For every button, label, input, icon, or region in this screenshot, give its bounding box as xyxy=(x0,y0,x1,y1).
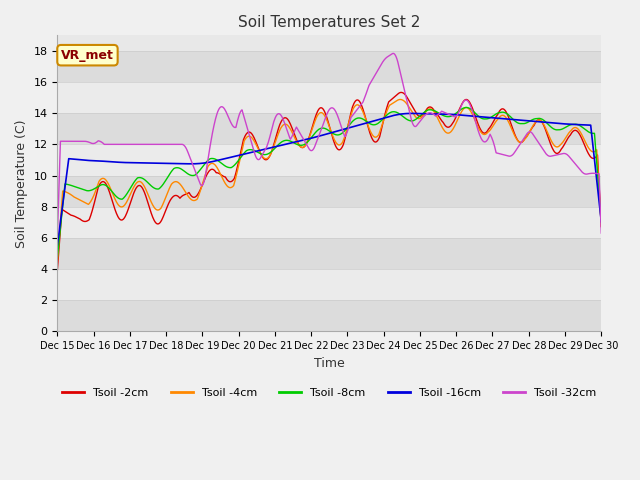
Bar xyxy=(58,176,601,207)
X-axis label: Time: Time xyxy=(314,357,345,370)
Bar xyxy=(58,238,601,269)
Title: Soil Temperatures Set 2: Soil Temperatures Set 2 xyxy=(238,15,420,30)
Y-axis label: Soil Temperature (C): Soil Temperature (C) xyxy=(15,119,28,248)
Bar xyxy=(58,82,601,113)
Text: VR_met: VR_met xyxy=(61,48,114,62)
Bar xyxy=(58,113,601,144)
Bar xyxy=(58,207,601,238)
Bar xyxy=(58,300,601,331)
Legend: Tsoil -2cm, Tsoil -4cm, Tsoil -8cm, Tsoil -16cm, Tsoil -32cm: Tsoil -2cm, Tsoil -4cm, Tsoil -8cm, Tsoi… xyxy=(58,384,601,403)
Bar xyxy=(58,51,601,82)
Bar xyxy=(58,144,601,176)
Bar xyxy=(58,269,601,300)
